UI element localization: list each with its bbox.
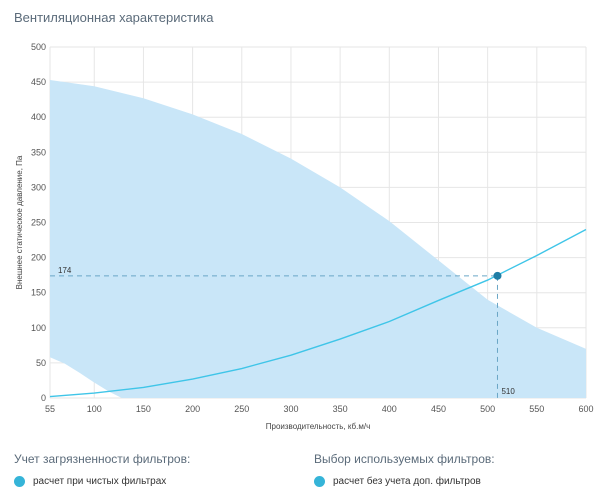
y-axis-title: Внешнее статическое давление, Па [15,155,24,289]
y-tick-label: 0 [41,393,46,403]
y-tick-label: 350 [31,147,46,157]
no-extra-filters-option[interactable]: расчет без учета доп. фильтров [314,476,481,487]
x-tick-label: 600 [578,404,593,414]
x-tick-label: 200 [185,404,200,414]
ventilation-chart: 174 510 55 100 150 200 250 300 350 400 450 500 550… [15,42,594,431]
x-tick-label: 550 [529,404,544,414]
y-tick-label: 450 [31,77,46,87]
x-tick-label: 250 [234,404,249,414]
x-tick-label: 55 [45,404,55,414]
y-tick-label: 100 [31,323,46,333]
x-tick-label: 300 [283,404,298,414]
x-tick-label: 450 [431,404,446,414]
radio-selected-icon[interactable] [314,476,325,487]
x-axis-ticks: 55 100 150 200 250 300 350 400 450 500 550 600 [45,404,594,414]
clean-filters-option-label: расчет при чистых фильтрах [33,476,167,487]
x-tick-label: 400 [382,404,397,414]
operating-point-x-label: 510 [501,387,515,396]
operating-point-marker[interactable] [493,271,502,280]
x-tick-label: 100 [87,404,102,414]
radio-selected-icon[interactable] [14,476,25,487]
no-extra-filters-option-label: расчет без учета доп. фильтров [333,476,481,487]
filter-contamination-title: Учет загрязненности фильтров: [14,452,191,466]
clean-filters-option[interactable]: расчет при чистых фильтрах [14,476,166,487]
y-tick-label: 150 [31,288,46,298]
y-axis-ticks: 0 50 100 150 200 250 300 350 400 450 500 [31,42,46,403]
y-tick-label: 500 [31,42,46,52]
x-axis-title: Производительность, кб.м/ч [266,422,370,431]
y-tick-label: 300 [31,182,46,192]
y-tick-label: 50 [36,358,46,368]
y-tick-label: 250 [31,218,46,228]
x-tick-label: 350 [333,404,348,414]
y-tick-label: 400 [31,112,46,122]
filter-selection-title: Выбор используемых фильтров: [314,452,495,466]
x-tick-label: 500 [480,404,495,414]
operating-region [50,79,586,398]
operating-point-y-label: 174 [58,266,72,275]
page-title: Вентиляционная характеристика [14,10,214,25]
y-tick-label: 200 [31,253,46,263]
x-tick-label: 150 [136,404,151,414]
